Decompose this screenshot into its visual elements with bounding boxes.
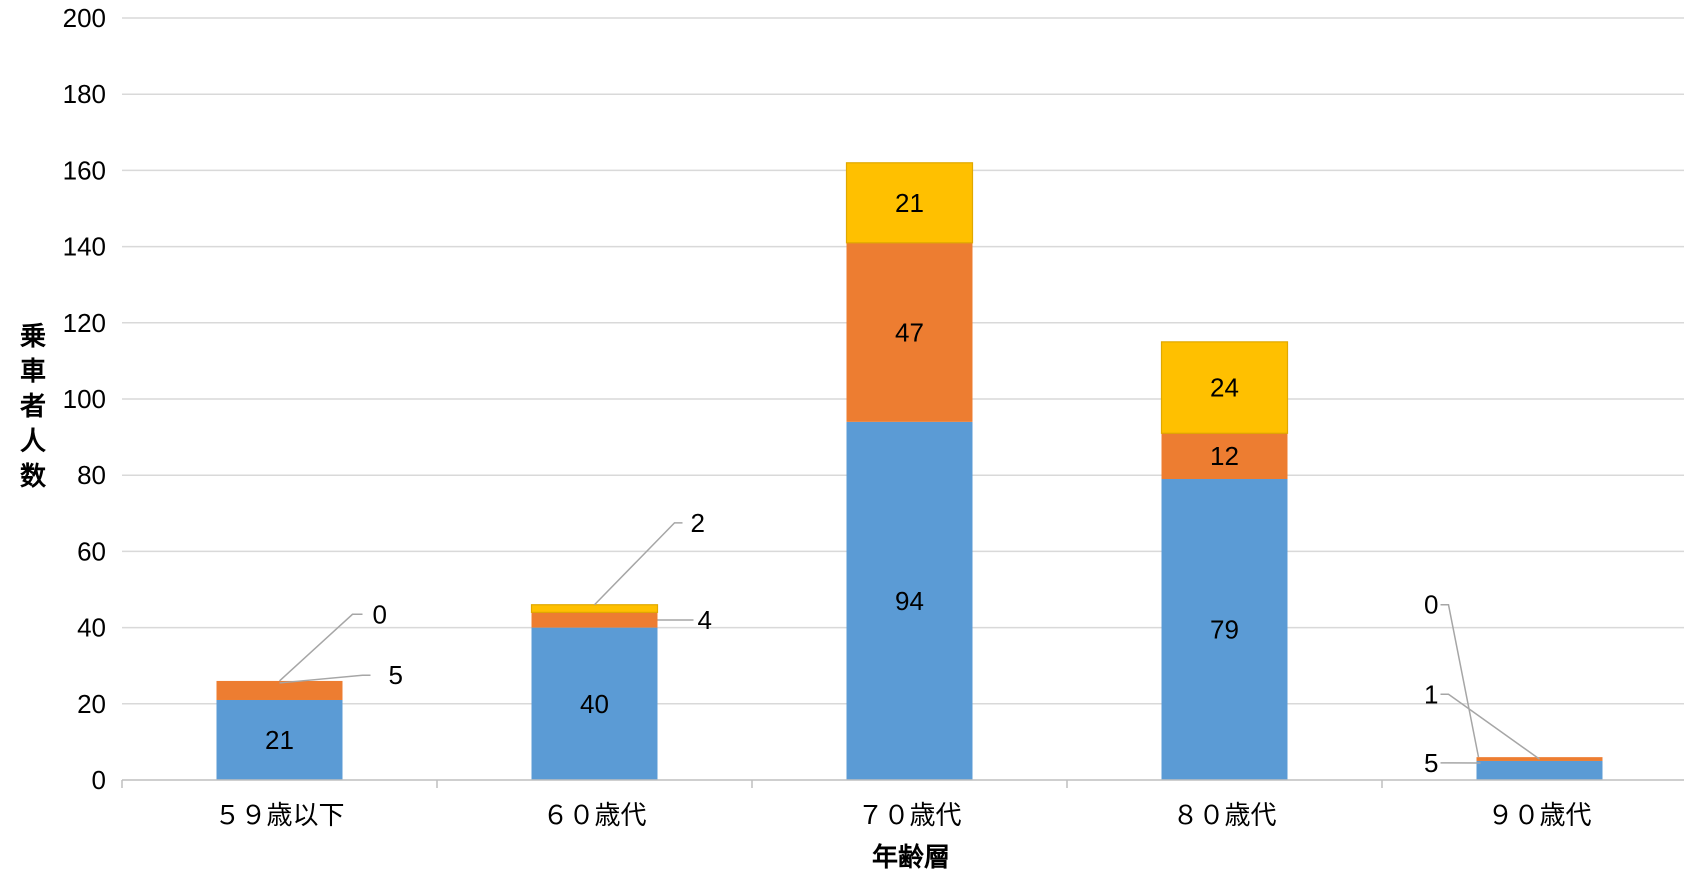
leader-line [1440,693,1540,760]
bar-segment [216,680,343,700]
y-axis-title-char: 車 [20,357,46,387]
bar-segment [1476,760,1603,780]
data-label: 79 [1210,615,1239,645]
x-tick-label: ９０歳代 [1487,801,1591,831]
data-label: 0 [1424,590,1438,620]
bar-segment [1161,433,1288,480]
y-tick-label: 0 [92,765,106,795]
y-tick-label: 60 [77,536,106,566]
leader-line [278,613,363,682]
y-tick-label: 20 [77,689,106,719]
y-tick-label: 120 [63,308,106,338]
y-tick-label: 200 [63,3,106,33]
bar-segment [845,162,974,244]
bar-segment [531,627,658,780]
y-tick-label: 160 [63,155,106,185]
y-tick-label: 80 [77,460,106,490]
leader-line [1440,603,1480,758]
x-tick-label: ５９歳以下 [214,801,344,831]
data-label: 5 [1424,748,1438,778]
data-label: 5 [389,660,403,690]
bar-segment [216,699,343,780]
data-label: 21 [265,725,294,755]
data-label: 24 [1210,373,1239,403]
data-label: 40 [580,689,609,719]
data-label: 21 [895,188,924,218]
bar-segment [846,242,973,422]
data-label: 1 [1424,679,1438,709]
data-label: 12 [1210,441,1239,471]
x-axis: ５９歳以下 ６０歳代 ７０歳代 ８０歳代 ９０歳代 [121,779,1684,831]
bar-segment [530,604,659,613]
bar-segment [531,612,658,628]
bars [216,162,1603,780]
x-axis-title: 年齢層 [872,842,950,873]
data-labels: 21 40 94 47 21 79 12 24 5 0 4 2 5 1 0 [265,188,1540,778]
y-tick-label: 140 [63,232,106,262]
data-label: 94 [895,586,924,616]
y-axis-title-char: 乗 [20,322,46,352]
x-tick-label: ６０歳代 [542,801,646,831]
x-tick-label: ８０歳代 [1172,801,1276,831]
bar-segment [1161,479,1288,780]
y-tick-label: 40 [77,613,106,643]
data-label: 47 [895,317,924,347]
data-label: 4 [698,605,712,635]
y-tick-label: 180 [63,79,106,109]
bar-segment [1160,341,1289,434]
data-label: 0 [373,599,387,629]
bar-segment [846,421,973,780]
y-axis-title-char: 者 [20,392,46,422]
data-label: 2 [691,508,705,538]
y-axis-title-char: 人 [20,427,46,457]
leader-line [593,522,683,606]
x-tick-label: ７０歳代 [857,801,961,831]
leader-line [279,674,371,684]
y-tick-label: 100 [63,384,106,414]
y-axis-ticks: 0 20 40 60 80 100 120 140 160 180 200 [63,3,106,795]
y-axis-title-char: 数 [20,462,47,492]
